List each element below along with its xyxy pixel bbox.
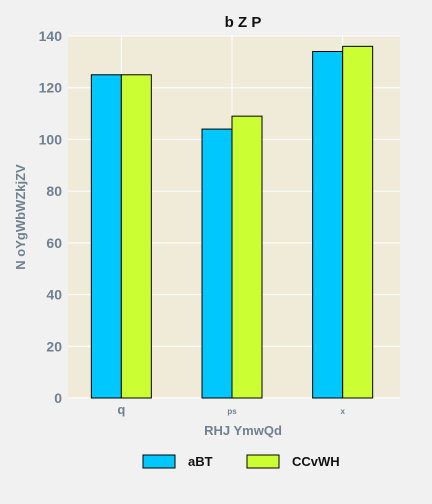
y-tick-label: 40 [46, 287, 62, 303]
y-tick-label: 140 [39, 28, 63, 44]
x-tick-label: x [340, 407, 345, 416]
bar-q-series-2 [121, 75, 151, 398]
y-tick-label: 100 [39, 131, 63, 147]
x-tick-label: ps [227, 407, 237, 416]
bar-x-series-2 [343, 46, 373, 398]
y-tick-label: 120 [39, 80, 63, 96]
bar-x-series-1 [313, 52, 343, 398]
x-tick-label: q [117, 402, 125, 417]
legend-swatch-series-2 [247, 455, 279, 468]
y-tick-labels: 0 20 40 60 80 100 120 140 [39, 28, 63, 406]
y-tick-label: 80 [46, 183, 62, 199]
legend-label-series-1: aBT [188, 454, 213, 469]
y-axis-label: N oYgWbWZkjZV [13, 164, 28, 270]
bar-q-series-1 [91, 75, 121, 398]
chart-title: b Z P [225, 14, 262, 31]
legend-swatch-series-1 [143, 455, 175, 468]
y-tick-label: 20 [46, 338, 62, 354]
x-axis-label: RHJ YmwQd [204, 423, 282, 438]
bar-ps-series-1 [202, 129, 232, 398]
bar-ps-series-2 [232, 116, 262, 398]
legend: aBT CCvWH [143, 454, 340, 469]
legend-label-series-2: CCvWH [292, 454, 340, 469]
y-tick-label: 0 [54, 390, 62, 406]
x-tick-labels: q ps x [117, 402, 345, 417]
y-tick-label: 60 [46, 235, 62, 251]
